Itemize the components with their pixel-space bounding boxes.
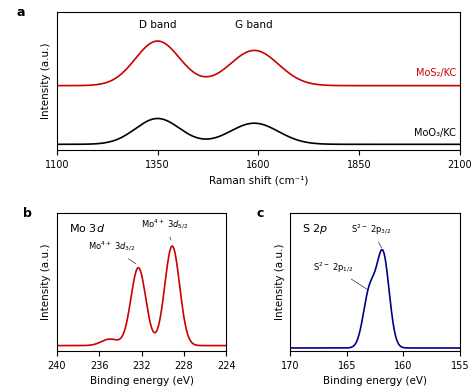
- X-axis label: Binding energy (eV): Binding energy (eV): [90, 376, 193, 386]
- Text: S 2$p$: S 2$p$: [302, 222, 328, 236]
- X-axis label: Raman shift (cm⁻¹): Raman shift (cm⁻¹): [209, 176, 308, 186]
- Text: S$^{2-}$ 2p$_{3/2}$: S$^{2-}$ 2p$_{3/2}$: [351, 222, 392, 248]
- Text: G band: G band: [236, 20, 273, 30]
- Text: Mo$^{4+}$ 3$d_{5/2}$: Mo$^{4+}$ 3$d_{5/2}$: [141, 218, 189, 240]
- Text: MoO₃/KC: MoO₃/KC: [414, 128, 456, 138]
- X-axis label: Binding energy (eV): Binding energy (eV): [323, 376, 427, 386]
- Text: a: a: [17, 6, 25, 19]
- Text: S$^{2-}$ 2p$_{1/2}$: S$^{2-}$ 2p$_{1/2}$: [313, 261, 367, 289]
- Text: b: b: [23, 207, 32, 220]
- Y-axis label: Intensity (a.u.): Intensity (a.u.): [41, 43, 51, 119]
- Text: D band: D band: [139, 20, 176, 30]
- Y-axis label: Intensity (a.u.): Intensity (a.u.): [275, 243, 285, 320]
- Y-axis label: Intensity (a.u.): Intensity (a.u.): [41, 243, 51, 320]
- Text: Mo$^{4+}$ 3$d_{3/2}$: Mo$^{4+}$ 3$d_{3/2}$: [88, 240, 136, 264]
- Text: MoS₂/KC: MoS₂/KC: [416, 68, 456, 78]
- Text: Mo 3$d$: Mo 3$d$: [69, 222, 105, 234]
- Text: c: c: [256, 207, 264, 220]
